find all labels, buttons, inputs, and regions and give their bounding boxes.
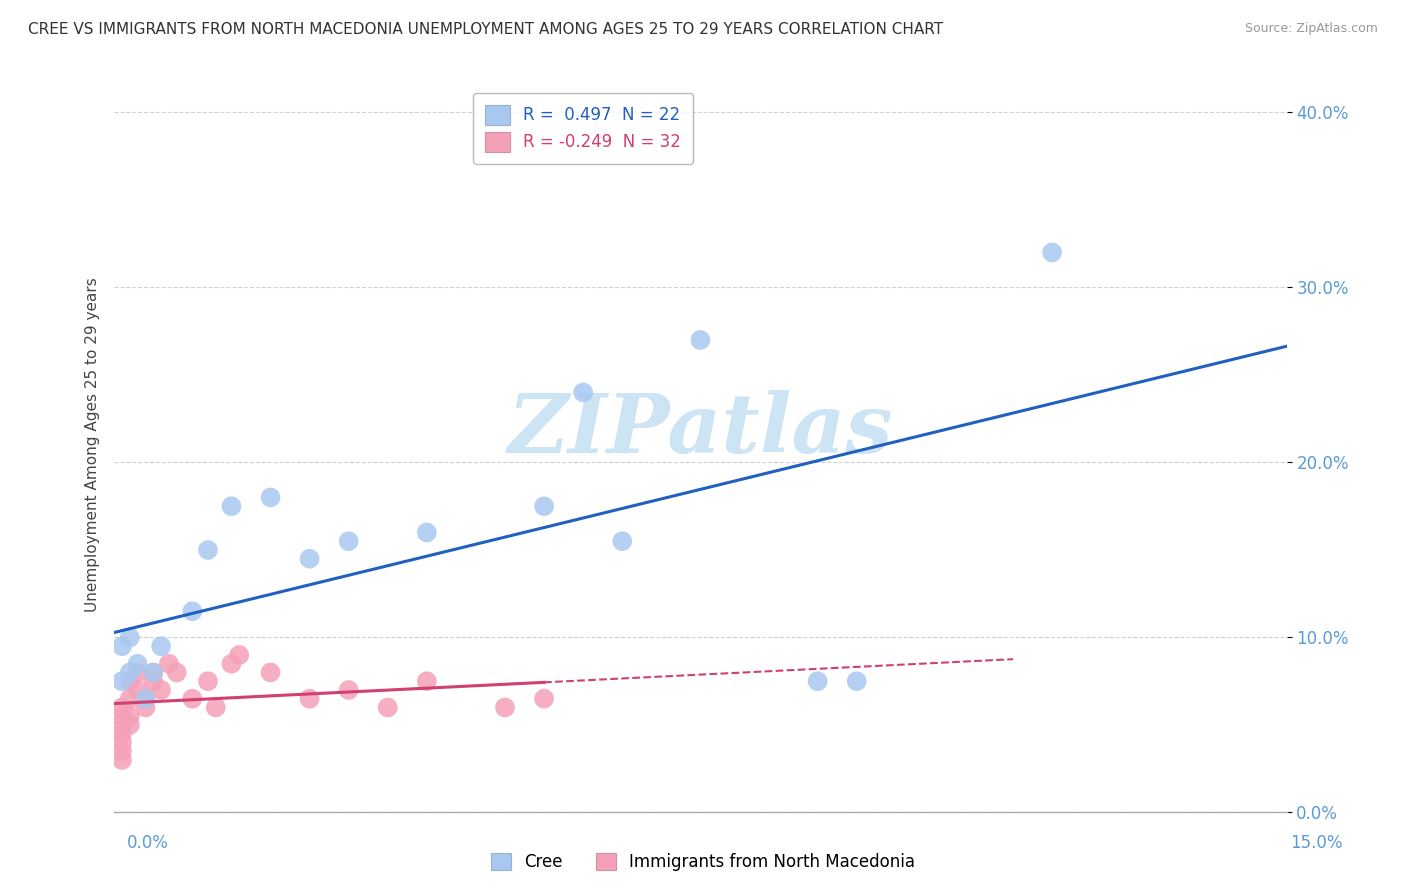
- Y-axis label: Unemployment Among Ages 25 to 29 years: Unemployment Among Ages 25 to 29 years: [86, 277, 100, 612]
- Point: [118, 718, 141, 732]
- Point: [298, 691, 321, 706]
- Point: [111, 735, 134, 749]
- Point: [377, 700, 399, 714]
- Point: [197, 543, 219, 558]
- Legend: Cree, Immigrants from North Macedonia: Cree, Immigrants from North Macedonia: [482, 845, 924, 880]
- Point: [533, 691, 555, 706]
- Point: [416, 525, 439, 540]
- Point: [157, 657, 180, 671]
- Point: [111, 639, 134, 653]
- Point: [197, 674, 219, 689]
- Text: ZIPatlas: ZIPatlas: [508, 391, 893, 470]
- Point: [150, 683, 173, 698]
- Legend: R =  0.497  N = 22, R = -0.249  N = 32: R = 0.497 N = 22, R = -0.249 N = 32: [474, 93, 693, 164]
- Point: [111, 718, 134, 732]
- Point: [111, 700, 134, 714]
- Point: [134, 691, 156, 706]
- Point: [166, 665, 188, 680]
- Point: [111, 674, 134, 689]
- Point: [533, 500, 555, 514]
- Point: [298, 551, 321, 566]
- Text: 0.0%: 0.0%: [127, 834, 169, 852]
- Point: [337, 534, 360, 549]
- Point: [118, 674, 141, 689]
- Point: [259, 665, 281, 680]
- Point: [118, 665, 141, 680]
- Point: [118, 709, 141, 723]
- Point: [612, 534, 634, 549]
- Point: [494, 700, 516, 714]
- Point: [689, 333, 711, 347]
- Point: [142, 674, 165, 689]
- Point: [142, 665, 165, 680]
- Point: [127, 665, 149, 680]
- Point: [807, 674, 830, 689]
- Point: [111, 753, 134, 767]
- Point: [845, 674, 868, 689]
- Point: [259, 491, 281, 505]
- Point: [127, 657, 149, 671]
- Text: CREE VS IMMIGRANTS FROM NORTH MACEDONIA UNEMPLOYMENT AMONG AGES 25 TO 29 YEARS C: CREE VS IMMIGRANTS FROM NORTH MACEDONIA …: [28, 22, 943, 37]
- Point: [111, 744, 134, 758]
- Point: [134, 691, 156, 706]
- Point: [111, 709, 134, 723]
- Point: [150, 639, 173, 653]
- Text: Source: ZipAtlas.com: Source: ZipAtlas.com: [1244, 22, 1378, 36]
- Point: [221, 657, 243, 671]
- Point: [118, 631, 141, 645]
- Point: [134, 700, 156, 714]
- Point: [1040, 245, 1063, 260]
- Point: [337, 683, 360, 698]
- Point: [228, 648, 250, 662]
- Point: [204, 700, 226, 714]
- Point: [181, 604, 204, 618]
- Point: [118, 691, 141, 706]
- Point: [142, 665, 165, 680]
- Point: [572, 385, 595, 400]
- Point: [416, 674, 439, 689]
- Point: [127, 683, 149, 698]
- Point: [181, 691, 204, 706]
- Point: [221, 500, 243, 514]
- Text: 15.0%: 15.0%: [1291, 834, 1343, 852]
- Point: [111, 727, 134, 741]
